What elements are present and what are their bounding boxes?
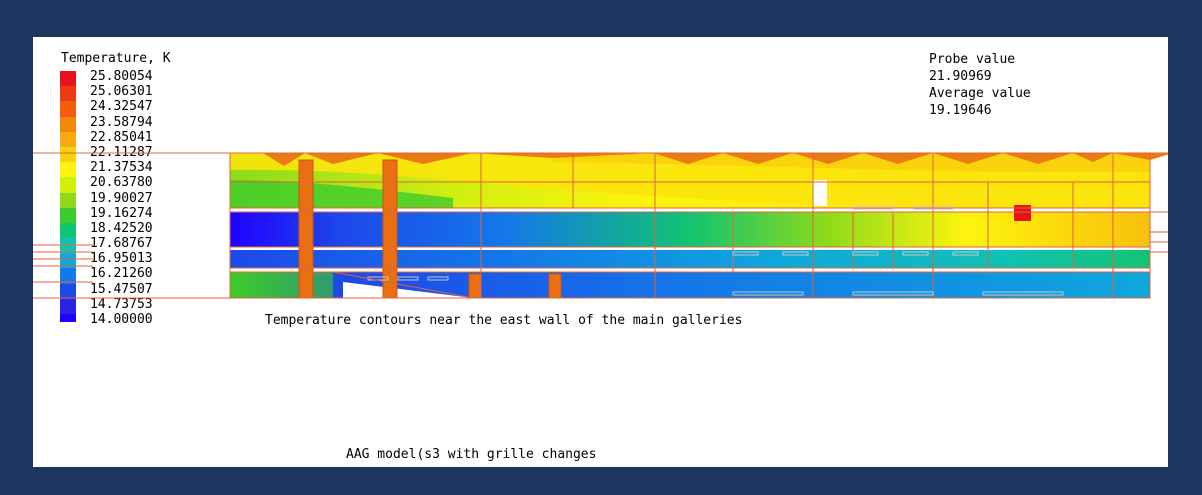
legend-label: 19.16274 (90, 205, 153, 221)
plot-caption: Temperature contours near the east wall … (265, 313, 743, 328)
legend-label: 25.06301 (90, 84, 153, 100)
legend-swatch (60, 86, 76, 102)
legend-swatch (60, 283, 76, 299)
legend-swatch (60, 146, 76, 163)
probe-marker (1014, 205, 1031, 221)
floor-slabs (230, 180, 1150, 272)
legend-label: 19.90027 (90, 190, 153, 206)
legend-label: 21.37534 (90, 160, 153, 176)
geometry-outline (229, 152, 1168, 299)
average-label: Average value (929, 86, 1031, 101)
plot-panel: Temperature, K 25.80054 25.06301 24.32547 2… (33, 37, 1168, 467)
legend-swatch (60, 207, 76, 223)
model-label: AAG model(s3 with grille changes (346, 447, 597, 462)
legend-swatch (60, 101, 76, 117)
legend-swatch (60, 192, 76, 208)
legend-label: 18.42520 (90, 220, 153, 236)
legend-label: 22.85041 (90, 129, 153, 145)
legend-label: 15.47507 (90, 281, 153, 297)
temperature-contour-plot (33, 152, 1168, 299)
legend-swatch (60, 222, 76, 239)
legend-swatch (60, 298, 76, 314)
stair-line (332, 271, 474, 299)
legend-swatch (60, 71, 76, 87)
legend-label: 20.63780 (90, 175, 153, 191)
middle-gallery-band (230, 212, 1150, 250)
lower-gallery-band (230, 250, 1150, 268)
legend-swatch (60, 238, 76, 254)
legend-label: 16.95013 (90, 251, 153, 267)
legend-swatch (60, 268, 76, 284)
legend-swatch (60, 177, 76, 193)
legend-label: 14.73753 (90, 296, 153, 312)
legend-title: Temperature, K (61, 51, 171, 66)
roof-trusses (263, 153, 1168, 166)
legend-label: 16.21260 (90, 266, 153, 282)
legend-swatch (60, 116, 76, 132)
legend-swatch (60, 314, 76, 322)
average-value: 19.19646 (929, 103, 992, 118)
structural-columns (298, 159, 562, 299)
legend-swatch (60, 162, 76, 178)
probe-readout: Probe value 21.90969 Average value 19.19… (929, 51, 1031, 119)
legend-label: 17.68767 (90, 236, 153, 252)
legend-label: 14.00000 (90, 312, 153, 327)
probe-label: Probe value (929, 52, 1016, 67)
legend-label: 25.80054 (90, 69, 153, 84)
legend-label: 22.11287 (90, 144, 153, 160)
legend-swatch (60, 253, 76, 269)
legend-label: 24.32547 (90, 99, 153, 115)
legend-label: 23.58794 (90, 114, 153, 130)
probe-value: 21.90969 (929, 69, 992, 84)
legend-swatch (60, 131, 76, 147)
